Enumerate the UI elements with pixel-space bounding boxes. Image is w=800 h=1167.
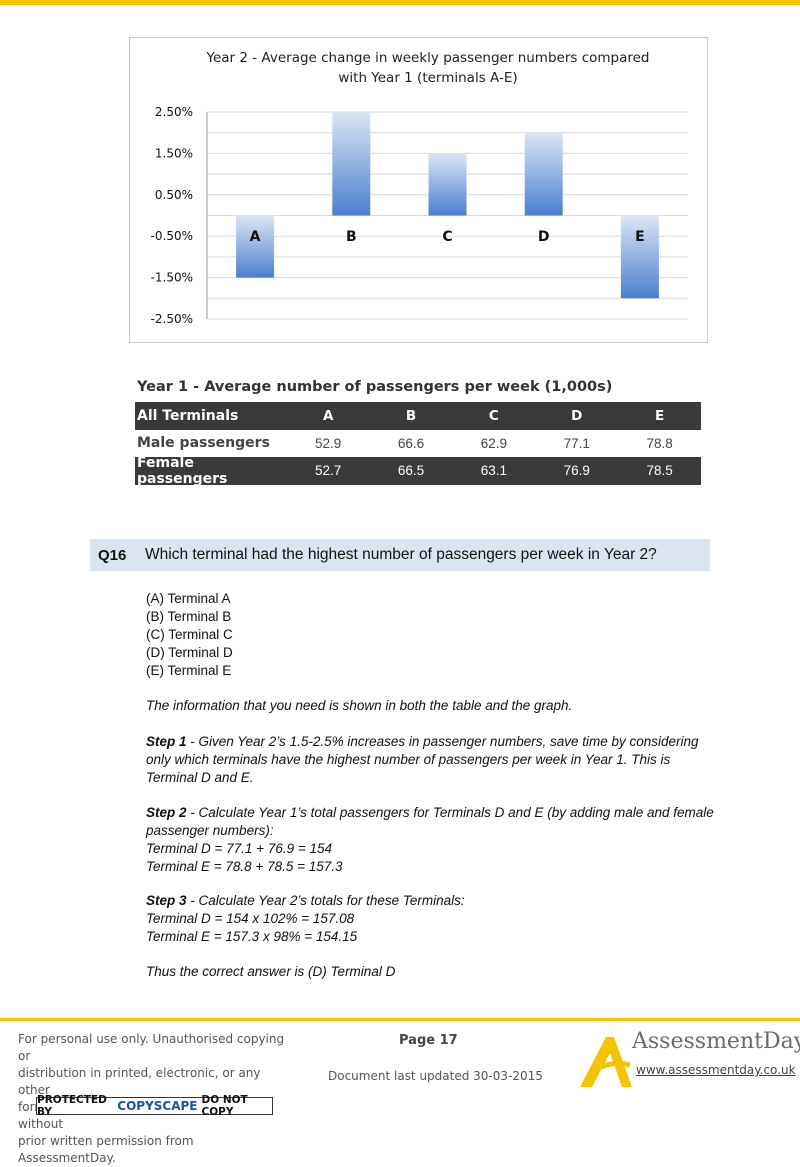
table-cell: 66.5 — [397, 463, 425, 479]
explanation-step2: Step 2 - Calculate Year 1’s total passen… — [146, 804, 716, 876]
y-tick-label: -0.50% — [151, 229, 193, 243]
y-tick-label: 1.50% — [155, 146, 193, 160]
row-label: Female passengers — [137, 454, 228, 487]
chart-title-line: with Year 1 (terminals A-E) — [338, 70, 517, 86]
option-c[interactable]: (C) Terminal C — [146, 627, 233, 642]
notice-line: For personal use only. Unauthorised copy… — [18, 1032, 285, 1063]
table-header-cell: E — [654, 407, 665, 424]
bar-b — [332, 112, 371, 216]
logo-text: AssessmentDay — [632, 1029, 800, 1054]
chart-title-line: Year 2 - Average change in weekly passen… — [205, 50, 649, 66]
table-cell: 78.5 — [646, 463, 673, 479]
bar-c — [428, 153, 467, 216]
bar-a — [236, 215, 275, 278]
step1-text: - Given Year 2’s 1.5-2.5% increases in p… — [146, 734, 699, 785]
option-e[interactable]: (E) Terminal E — [146, 663, 232, 678]
table-header-cell: D — [571, 407, 583, 424]
assessmentday-logo-icon — [580, 1037, 632, 1087]
question-text: Which terminal had the highest number of… — [145, 546, 657, 563]
option-d[interactable]: (D) Terminal D — [146, 645, 233, 660]
copyscape-left: PROTECTED BY — [37, 1094, 107, 1118]
step3-line-e: Terminal E = 157.3 x 98% = 154.15 — [146, 929, 358, 944]
category-label: E — [635, 229, 645, 245]
table-cell: 66.6 — [397, 435, 425, 451]
step2-line-e: Terminal E = 78.8 + 78.5 = 157.3 — [146, 859, 343, 874]
explanation-conclusion: Thus the correct answer is (D) Terminal … — [146, 964, 396, 979]
table-cell: 78.8 — [646, 435, 673, 451]
category-label: A — [250, 229, 261, 245]
step3-line-d: Terminal D = 154 x 102% = 157.08 — [146, 911, 355, 926]
copyscape-right: DO NOT COPY — [201, 1094, 248, 1118]
notice-line: distribution in printed, electronic, or … — [18, 1066, 261, 1097]
passenger-table: All Terminals A B C D E Male passengers … — [135, 402, 701, 487]
option-a[interactable]: (A) Terminal A — [146, 591, 231, 606]
y-tick-label: -1.50% — [151, 271, 193, 285]
category-label: D — [538, 229, 550, 245]
question-number: Q16 — [98, 546, 127, 564]
page-number: Page 17 — [399, 1033, 458, 1048]
question-bar: Q16 Which terminal had the highest numbe… — [90, 539, 710, 571]
explanation-step3: Step 3 - Calculate Year 2’s totals for t… — [146, 892, 716, 946]
y-tick-label: 0.50% — [155, 188, 193, 202]
table-header-row: All Terminals A B C D E — [135, 402, 701, 430]
bar-d — [524, 132, 563, 216]
footer-accent-line — [0, 1018, 800, 1021]
row-label: Male passengers — [137, 435, 270, 452]
category-label: B — [346, 229, 357, 245]
website-link[interactable]: www.assessmentday.co.uk — [636, 1063, 796, 1077]
top-accent-bar — [0, 0, 800, 5]
answer-options: (A) Terminal A (B) Terminal B (C) Termin… — [146, 590, 233, 680]
table-cell: 63.1 — [480, 463, 508, 479]
table-header-cell: A — [322, 407, 334, 424]
step2-text: - Calculate Year 1’s total passengers fo… — [146, 805, 714, 838]
table-header-cell: C — [488, 407, 499, 424]
step2-line-d: Terminal D = 77.1 + 76.9 = 154 — [146, 841, 333, 856]
notice-line: prior written permission from Assessment… — [18, 1134, 194, 1165]
step2-label: Step 2 — [146, 805, 187, 820]
explanation-intro: The information that you need is shown i… — [146, 698, 573, 713]
explanation-step1: Step 1 - Given Year 2’s 1.5-2.5% increas… — [146, 733, 716, 787]
table-cell: 62.9 — [480, 435, 508, 451]
y-tick-label: 2.50% — [155, 105, 193, 119]
step1-label: Step 1 — [146, 734, 187, 749]
table-header-cell: B — [405, 407, 417, 424]
step3-text: - Calculate Year 2’s totals for these Te… — [186, 893, 465, 908]
last-updated: Document last updated 30-03-2015 — [328, 1069, 543, 1083]
table-cell: 52.9 — [315, 435, 342, 451]
table-row-female: Female passengers 52.7 66.5 63.1 76.9 78… — [135, 454, 701, 487]
copyscape-badge[interactable]: PROTECTED BY COPYSCAPE DO NOT COPY — [36, 1094, 273, 1118]
table-title: Year 1 - Average number of passengers pe… — [137, 379, 613, 395]
table-cell: 77.1 — [563, 435, 590, 451]
chart-canvas: Year 2 - Average change in weekly passen… — [151, 50, 688, 326]
bar-e — [620, 215, 659, 299]
category-label: C — [442, 229, 452, 245]
table-cell: 76.9 — [563, 463, 590, 479]
step3-label: Step 3 — [146, 893, 187, 908]
copyscape-brand: COPYSCAPE — [117, 1099, 198, 1113]
table-header-label: All Terminals — [137, 407, 239, 424]
y-tick-label: -2.50% — [151, 312, 193, 326]
table-row-male: Male passengers 52.9 66.6 62.9 77.1 78.8 — [135, 429, 701, 457]
bar-chart: Year 2 - Average change in weekly passen… — [129, 37, 708, 343]
table-cell: 52.7 — [315, 463, 342, 479]
option-b[interactable]: (B) Terminal B — [146, 609, 232, 624]
